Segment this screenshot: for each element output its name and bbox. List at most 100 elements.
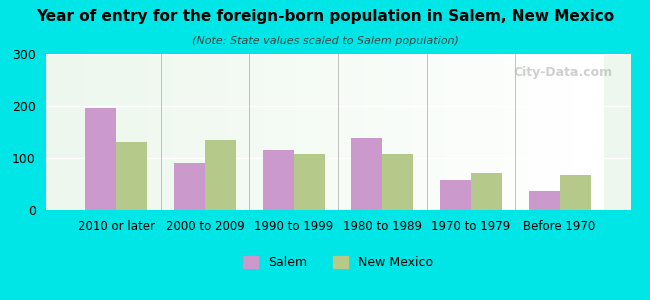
- Bar: [455, 54, 460, 210]
- Bar: [445, 54, 450, 210]
- Bar: [338, 54, 343, 210]
- Bar: [460, 54, 465, 210]
- Bar: [263, 150, 294, 210]
- Bar: [599, 54, 604, 210]
- Bar: [380, 54, 386, 210]
- Bar: [530, 54, 535, 210]
- Bar: [290, 54, 296, 210]
- Bar: [503, 54, 508, 210]
- Bar: [423, 54, 428, 210]
- Bar: [88, 54, 94, 210]
- Bar: [528, 191, 560, 210]
- Bar: [294, 154, 325, 210]
- Text: City-Data.com: City-Data.com: [514, 67, 613, 80]
- Bar: [104, 54, 109, 210]
- Bar: [157, 54, 162, 210]
- Bar: [508, 54, 514, 210]
- Bar: [116, 142, 148, 210]
- Bar: [540, 54, 545, 210]
- Bar: [375, 54, 380, 210]
- Text: Year of entry for the foreign-born population in Salem, New Mexico: Year of entry for the foreign-born popul…: [36, 9, 614, 24]
- Bar: [83, 54, 88, 210]
- Bar: [306, 54, 311, 210]
- Bar: [514, 54, 519, 210]
- Bar: [391, 54, 396, 210]
- Bar: [465, 54, 471, 210]
- Bar: [351, 138, 382, 210]
- Bar: [174, 163, 205, 210]
- Bar: [85, 108, 116, 210]
- Bar: [141, 54, 146, 210]
- Bar: [248, 54, 253, 210]
- Bar: [221, 54, 226, 210]
- Bar: [386, 54, 391, 210]
- Bar: [359, 54, 365, 210]
- Bar: [72, 54, 77, 210]
- Bar: [322, 54, 328, 210]
- Bar: [567, 54, 572, 210]
- Bar: [211, 54, 216, 210]
- Bar: [99, 54, 104, 210]
- Bar: [237, 54, 242, 210]
- Bar: [333, 54, 338, 210]
- Bar: [253, 54, 258, 210]
- Bar: [577, 54, 582, 210]
- Bar: [476, 54, 482, 210]
- Bar: [471, 54, 476, 210]
- Bar: [535, 54, 540, 210]
- Bar: [285, 54, 290, 210]
- Bar: [370, 54, 375, 210]
- Bar: [263, 54, 269, 210]
- Bar: [497, 54, 503, 210]
- Bar: [402, 54, 407, 210]
- Bar: [269, 54, 274, 210]
- Bar: [524, 54, 530, 210]
- Bar: [348, 54, 354, 210]
- Bar: [439, 54, 445, 210]
- Bar: [434, 54, 439, 210]
- Bar: [487, 54, 492, 210]
- Bar: [365, 54, 370, 210]
- Bar: [382, 154, 413, 210]
- Bar: [519, 54, 524, 210]
- Bar: [77, 54, 83, 210]
- Bar: [205, 140, 236, 210]
- Bar: [168, 54, 173, 210]
- Bar: [572, 54, 577, 210]
- Bar: [450, 54, 455, 210]
- Bar: [146, 54, 152, 210]
- Bar: [274, 54, 280, 210]
- Bar: [428, 54, 434, 210]
- Bar: [560, 175, 591, 210]
- Text: (Note: State values scaled to Salem population): (Note: State values scaled to Salem popu…: [192, 36, 458, 46]
- Bar: [413, 54, 418, 210]
- Bar: [582, 54, 588, 210]
- Bar: [226, 54, 231, 210]
- Bar: [194, 54, 200, 210]
- Bar: [200, 54, 205, 210]
- Bar: [258, 54, 263, 210]
- Bar: [136, 54, 141, 210]
- Bar: [492, 54, 497, 210]
- Bar: [593, 54, 599, 210]
- Bar: [301, 54, 306, 210]
- Bar: [545, 54, 551, 210]
- Bar: [109, 54, 114, 210]
- Bar: [328, 54, 333, 210]
- Bar: [482, 54, 487, 210]
- Bar: [311, 54, 317, 210]
- Bar: [94, 54, 99, 210]
- Bar: [231, 54, 237, 210]
- Bar: [396, 54, 402, 210]
- Bar: [354, 54, 359, 210]
- Bar: [125, 54, 131, 210]
- Bar: [114, 54, 120, 210]
- Bar: [471, 172, 502, 210]
- Bar: [588, 54, 593, 210]
- Bar: [407, 54, 413, 210]
- Bar: [418, 54, 423, 210]
- Bar: [343, 54, 348, 210]
- Bar: [162, 54, 168, 210]
- Bar: [551, 54, 556, 210]
- Bar: [296, 54, 301, 210]
